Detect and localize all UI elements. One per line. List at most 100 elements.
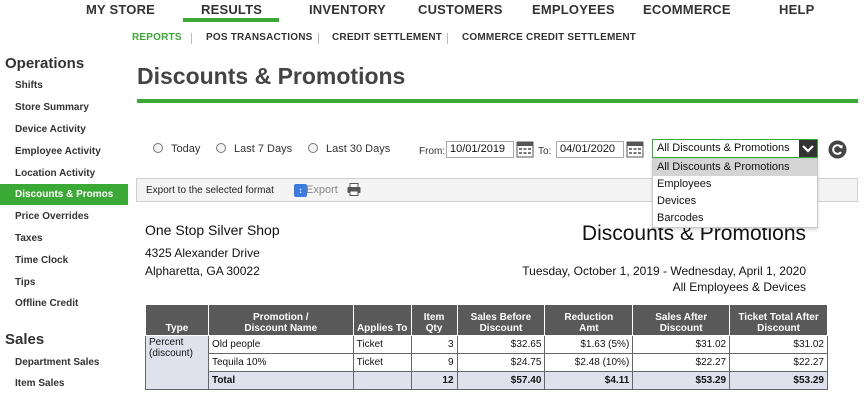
refresh-icon[interactable]: [828, 140, 847, 159]
sub-nav: REPORTS POS TRANSACTIONS CREDIT SETTLEME…: [0, 32, 864, 46]
cell-total-before: $57.40: [456, 371, 546, 390]
top-nav: MY STORE RESULTS INVENTORY CUSTOMERS EMP…: [0, 0, 864, 22]
cell-qty: 9: [410, 353, 458, 372]
cell-total-label: Total: [207, 371, 354, 390]
chevron-down-icon[interactable]: [799, 140, 817, 157]
sidebar-item-shifts[interactable]: Shifts: [15, 80, 43, 91]
radio-label: Today: [171, 143, 201, 155]
sidebar-item-discounts-promos[interactable]: Discounts & Promos: [0, 184, 128, 205]
report-date-range: Tuesday, October 1, 2019 - Wednesday, Ap…: [522, 264, 806, 278]
cell-reduction: $2.48 (10%): [544, 353, 634, 372]
subnav-commerce-credit-settlement[interactable]: COMMERCE CREDIT SETTLEMENT: [462, 32, 637, 43]
column-header-ticket-total[interactable]: Ticket Total After Discount: [729, 304, 828, 336]
radio-label: Last 30 Days: [326, 143, 391, 155]
dropdown-option-devices[interactable]: Devices: [657, 195, 697, 207]
sidebar-item-device-activity[interactable]: Device Activity: [15, 124, 86, 135]
nav-help[interactable]: HELP: [779, 2, 815, 17]
nav-ecommerce[interactable]: ECOMMERCE: [643, 2, 731, 17]
cell-after: $31.02: [632, 335, 731, 354]
subnav-pos-transactions[interactable]: POS TRANSACTIONS: [206, 32, 313, 43]
nav-employees[interactable]: EMPLOYEES: [532, 2, 615, 17]
cell-qty: 3: [410, 335, 458, 354]
export-button[interactable]: Export: [306, 184, 338, 196]
cell-ticket-total: $22.27: [729, 353, 828, 372]
subnav-credit-settlement[interactable]: CREDIT SETTLEMENT: [332, 32, 443, 43]
store-address-line1: 4325 Alexander Drive: [145, 246, 260, 260]
column-header-sales-after[interactable]: Sales After Discount: [632, 304, 731, 336]
export-format-select[interactable]: Export to the selected format ↕: [143, 183, 307, 199]
report-table: Type Promotion / Discount Name Applies To…: [145, 304, 828, 390]
table-row: Tequila 10% Ticket 9 $24.75 $2.48 (10%) …: [146, 353, 828, 372]
sidebar-item-department-sales[interactable]: Department Sales: [15, 357, 100, 368]
radio-circle[interactable]: [153, 143, 163, 153]
select-value: All Discounts & Promotions: [657, 142, 790, 154]
updown-arrows-icon[interactable]: ↕: [294, 184, 307, 197]
radio-circle[interactable]: [308, 143, 318, 153]
cell-after: $22.27: [632, 353, 731, 372]
column-header-reduction[interactable]: Reduction Amt: [544, 304, 634, 336]
printer-icon[interactable]: [347, 183, 361, 196]
cell-ticket-total: $31.02: [729, 335, 828, 354]
cell-before: $24.75: [456, 353, 546, 372]
export-format-value: Export to the selected format: [146, 185, 274, 196]
table-total-row: Total 12 $57.40 $4.11 $53.29 $53.29: [146, 371, 828, 390]
cell-total-reduction: $4.11: [544, 371, 634, 390]
column-header-type[interactable]: Type: [145, 304, 209, 336]
column-header-sales-before[interactable]: Sales Before Discount: [456, 304, 546, 336]
sidebar-item-tips[interactable]: Tips: [15, 277, 36, 288]
dropdown-option-all[interactable]: All Discounts & Promotions: [653, 159, 817, 176]
subnav-reports[interactable]: REPORTS: [132, 32, 182, 43]
from-label: From:: [419, 146, 446, 157]
radio-label: Last 7 Days: [234, 143, 293, 155]
nav-results[interactable]: RESULTS: [201, 2, 263, 17]
report-filter-dropdown: All Discounts & Promotions Employees Dev…: [652, 158, 818, 228]
sidebar-heading-sales: Sales: [5, 331, 45, 348]
cell-total-applies-to: [352, 371, 412, 390]
nav-inventory[interactable]: INVENTORY: [309, 2, 386, 17]
nav-my-store[interactable]: MY STORE: [86, 2, 156, 17]
cell-total-after: $53.29: [632, 371, 731, 390]
radio-last-7-days[interactable]: Last 7 Days: [216, 143, 292, 155]
sidebar-item-store-summary[interactable]: Store Summary: [15, 102, 89, 113]
cell-before: $32.65: [456, 335, 546, 354]
cell-name: Old people: [207, 335, 354, 354]
cell-total-ticket-total: $53.29: [729, 371, 828, 390]
subnav-divider: [447, 33, 448, 44]
store-address-line2: Alpharetta, GA 30022: [145, 264, 260, 278]
sidebar-heading-operations: Operations: [5, 55, 85, 72]
cell-reduction: $1.63 (5%): [544, 335, 634, 354]
radio-last-30-days[interactable]: Last 30 Days: [308, 143, 390, 155]
sidebar-item-price-overrides[interactable]: Price Overrides: [15, 211, 89, 222]
page-title: Discounts & Promotions: [137, 63, 406, 89]
title-divider: [137, 99, 858, 103]
column-header-promotion[interactable]: Promotion / Discount Name: [207, 304, 354, 336]
to-label: To:: [538, 146, 552, 157]
nav-customers[interactable]: CUSTOMERS: [418, 2, 503, 17]
sidebar-item-time-clock[interactable]: Time Clock: [15, 255, 69, 266]
radio-circle[interactable]: [216, 143, 226, 153]
nav-active-indicator: [183, 18, 279, 22]
column-header-applies-to[interactable]: Applies To: [352, 304, 412, 336]
dropdown-option-barcodes[interactable]: Barcodes: [657, 212, 704, 224]
column-header-item-qty[interactable]: Item Qty: [410, 304, 458, 336]
cell-applies-to: Ticket: [352, 353, 412, 372]
subnav-divider: [191, 33, 192, 44]
store-name: One Stop Silver Shop: [145, 222, 280, 238]
calendar-icon[interactable]: [626, 141, 644, 158]
cell-name: Tequila 10%: [207, 353, 354, 372]
radio-today[interactable]: Today: [153, 143, 200, 155]
to-date-input[interactable]: 04/01/2020: [556, 141, 624, 158]
from-date-input[interactable]: 10/01/2019: [446, 141, 514, 158]
dropdown-option-employees[interactable]: Employees: [657, 178, 712, 190]
table-row: Percent (discount) Old people Ticket 3 $3…: [145, 335, 828, 390]
sidebar-item-offline-credit[interactable]: Offline Credit: [15, 298, 79, 309]
report-filter-select[interactable]: All Discounts & Promotions: [652, 139, 818, 158]
sidebar-item-item-sales[interactable]: Item Sales: [15, 378, 65, 389]
sidebar-item-location-activity[interactable]: Location Activity: [15, 168, 96, 179]
cell-total-qty: 12: [410, 371, 458, 390]
cell-applies-to: Ticket: [352, 335, 412, 354]
sidebar-item-employee-activity[interactable]: Employee Activity: [15, 146, 101, 157]
type-cell: Percent (discount): [145, 335, 209, 390]
sidebar-item-taxes[interactable]: Taxes: [15, 233, 43, 244]
calendar-icon[interactable]: [516, 141, 534, 158]
